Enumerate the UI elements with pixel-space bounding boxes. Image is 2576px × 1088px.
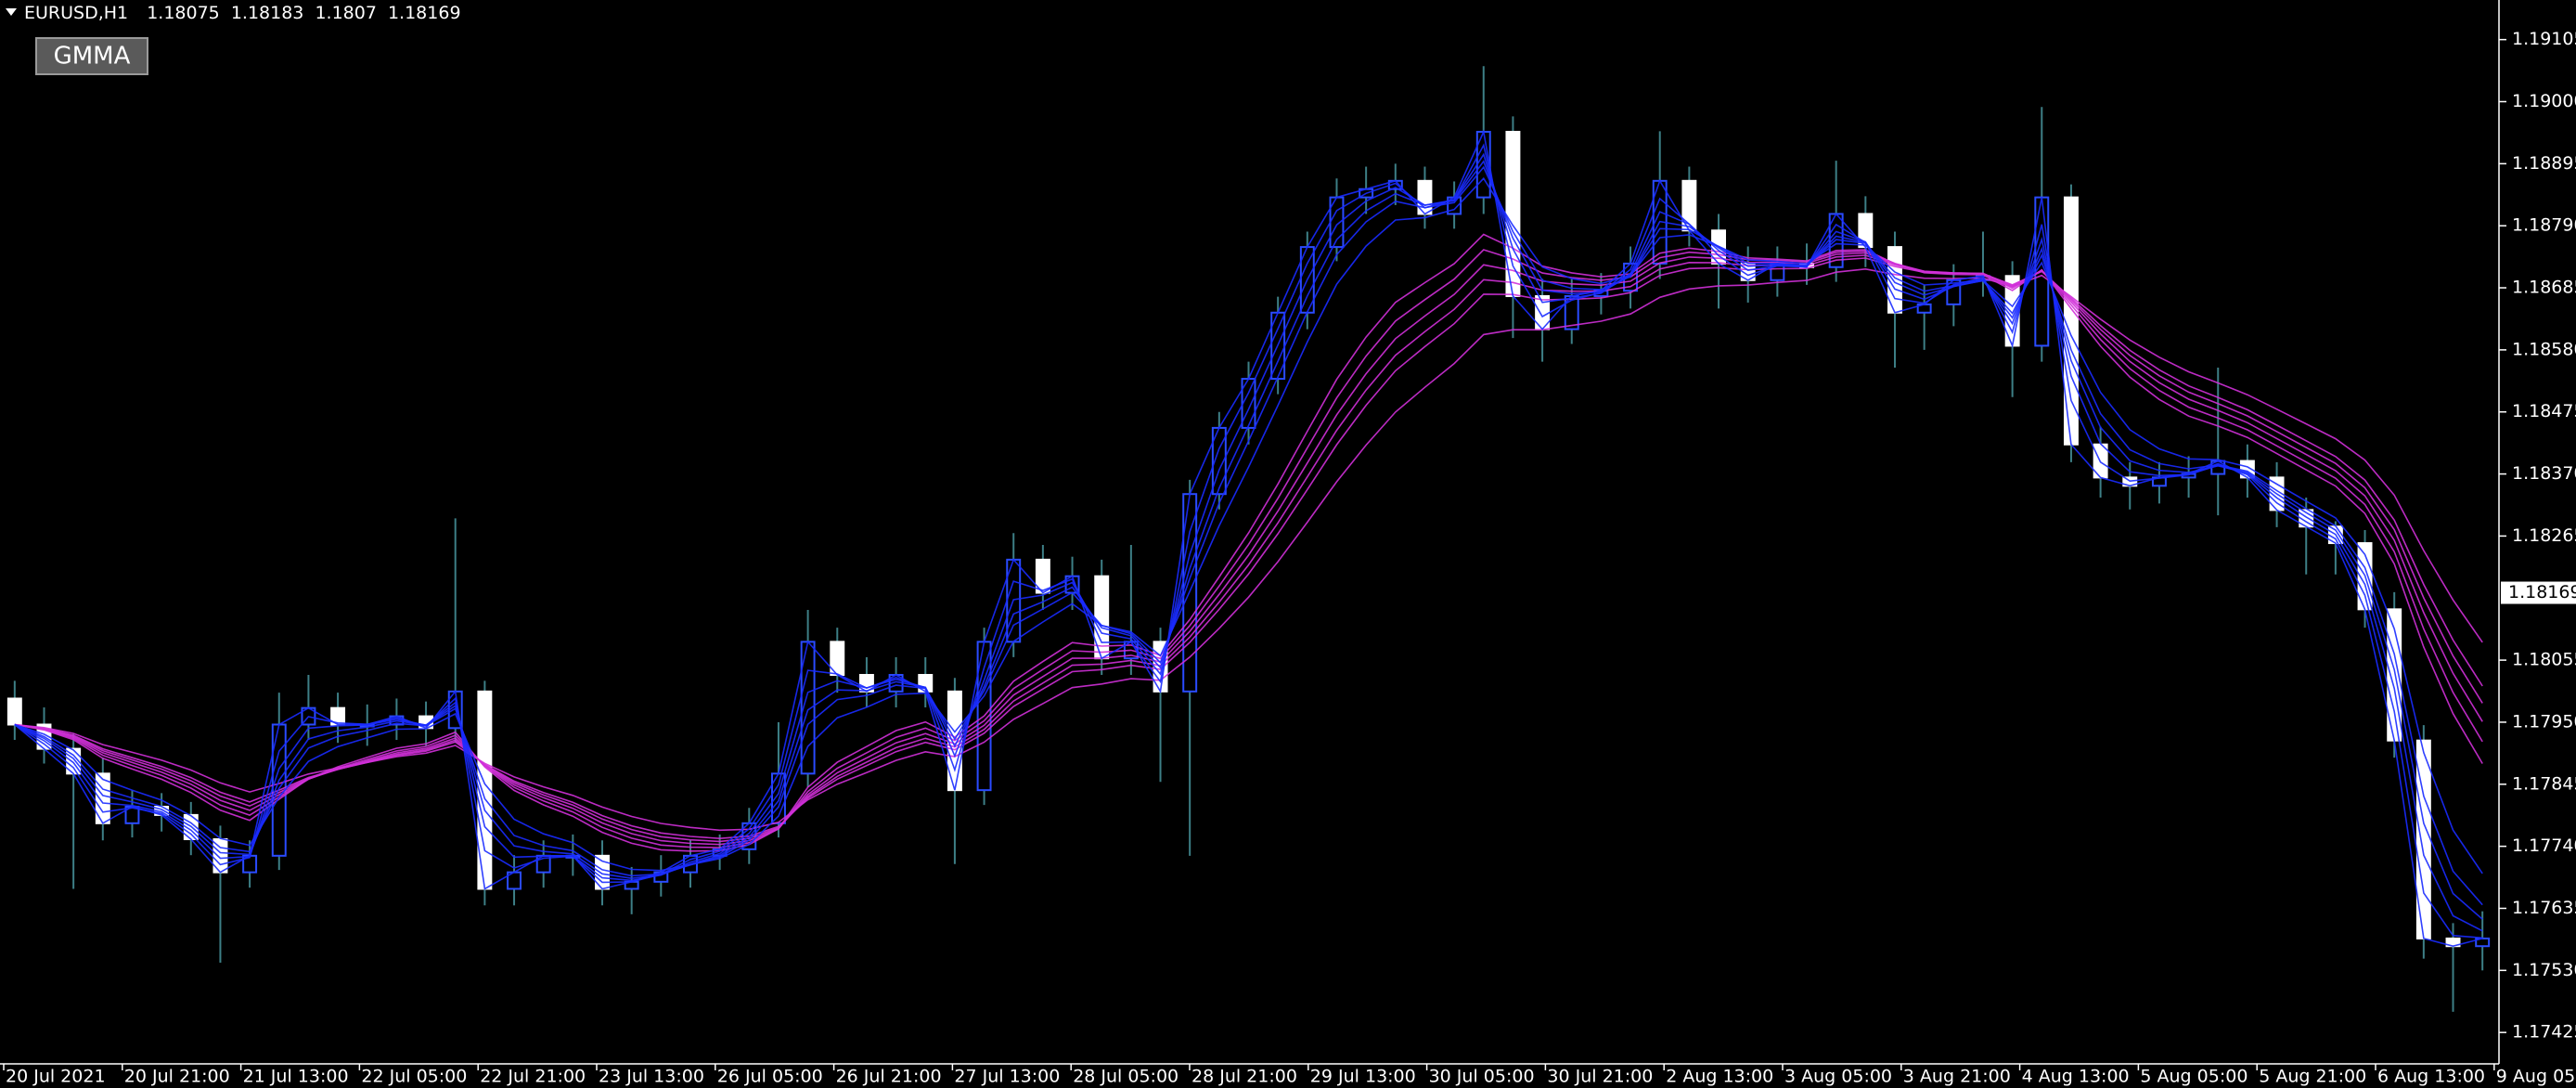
y-tick-label: 1.18265 xyxy=(2512,525,2576,546)
gmma-line xyxy=(14,252,2483,846)
current-price-box xyxy=(2501,581,2576,604)
x-tick-label: 6 Aug 13:00 xyxy=(2377,1067,2485,1087)
y-tick-label: 1.17530 xyxy=(2512,960,2576,980)
x-tick-label: 28 Jul 05:00 xyxy=(1073,1067,1179,1087)
y-tick-label: 1.18790 xyxy=(2512,215,2576,236)
symbol-menu-arrow[interactable] xyxy=(6,8,17,16)
x-tick-label: 22 Jul 05:00 xyxy=(361,1067,467,1087)
x-tick-label: 9 Aug 05:00 xyxy=(2496,1067,2576,1087)
quote-close: 1.18169 xyxy=(388,3,461,23)
x-tick-label: 26 Jul 21:00 xyxy=(836,1067,942,1087)
y-tick-label: 1.18685 xyxy=(2512,278,2576,298)
y-tick-label: 1.17740 xyxy=(2512,835,2576,856)
y-tick-label: 1.19000 xyxy=(2512,91,2576,111)
x-tick-label: 4 Aug 13:00 xyxy=(2022,1067,2130,1087)
gmma-line xyxy=(14,233,2483,852)
quote-low: 1.1807 xyxy=(315,3,376,23)
y-tick-label: 1.17635 xyxy=(2512,898,2576,918)
quote-high: 1.18183 xyxy=(231,3,304,23)
y-tick-label: 1.18580 xyxy=(2512,339,2576,359)
x-tick-label: 5 Aug 21:00 xyxy=(2259,1067,2366,1087)
y-tick-label: 1.18055 xyxy=(2512,650,2576,670)
button-label[interactable]: GMMA xyxy=(54,43,131,71)
button-background[interactable] xyxy=(35,37,148,75)
candle-body xyxy=(6,697,22,726)
x-tick-label: 28 Jul 21:00 xyxy=(1191,1067,1297,1087)
quote-open: 1.18075 xyxy=(147,3,220,23)
x-tick-label: 30 Jul 05:00 xyxy=(1429,1067,1535,1087)
plot-area xyxy=(6,66,2491,1012)
x-tick-label: 2 Aug 13:00 xyxy=(1666,1067,1773,1087)
x-tick-label: 22 Jul 21:00 xyxy=(480,1067,586,1087)
current-price-label: 1.18169 xyxy=(2508,582,2576,602)
gmma-line xyxy=(14,249,2483,848)
y-tick-label: 1.18475 xyxy=(2512,401,2576,421)
y-tick-label: 1.17950 xyxy=(2512,711,2576,732)
gmma-line xyxy=(14,165,2483,906)
x-tick-label: 23 Jul 13:00 xyxy=(599,1067,704,1087)
y-tick-label: 1.19105 xyxy=(2512,29,2576,49)
symbol: EURUSD,H1 xyxy=(24,3,128,23)
x-tick-label: 3 Aug 21:00 xyxy=(1903,1067,2011,1087)
x-tick-label: 3 Aug 05:00 xyxy=(1784,1067,1892,1087)
x-tick-label: 26 Jul 05:00 xyxy=(717,1067,823,1087)
x-tick-label: 20 Jul 2021 xyxy=(6,1067,106,1087)
x-tick-label: 20 Jul 21:00 xyxy=(124,1067,230,1087)
gmma-line xyxy=(14,267,2483,832)
gmma-line xyxy=(14,176,2483,874)
x-tick-label: 21 Jul 13:00 xyxy=(243,1067,349,1087)
gmma-line xyxy=(14,254,2483,843)
x-tick-label: 27 Jul 13:00 xyxy=(954,1067,1060,1087)
x-tick-label: 5 Aug 05:00 xyxy=(2140,1067,2248,1087)
y-tick-label: 1.18370 xyxy=(2512,463,2576,484)
gmma-line xyxy=(14,257,2483,840)
y-tick-label: 1.18895 xyxy=(2512,153,2576,174)
x-tick-label: 29 Jul 13:00 xyxy=(1310,1067,1416,1087)
symbol-header: EURUSD,H1 1.18075 1.18183 1.1807 1.18169 xyxy=(24,3,461,23)
y-tick-label: 1.17425 xyxy=(2512,1022,2576,1043)
y-tick-label: 1.17845 xyxy=(2512,773,2576,794)
x-tick-label: 30 Jul 21:00 xyxy=(1547,1067,1653,1087)
gmma-button[interactable]: GMMA xyxy=(35,37,148,75)
